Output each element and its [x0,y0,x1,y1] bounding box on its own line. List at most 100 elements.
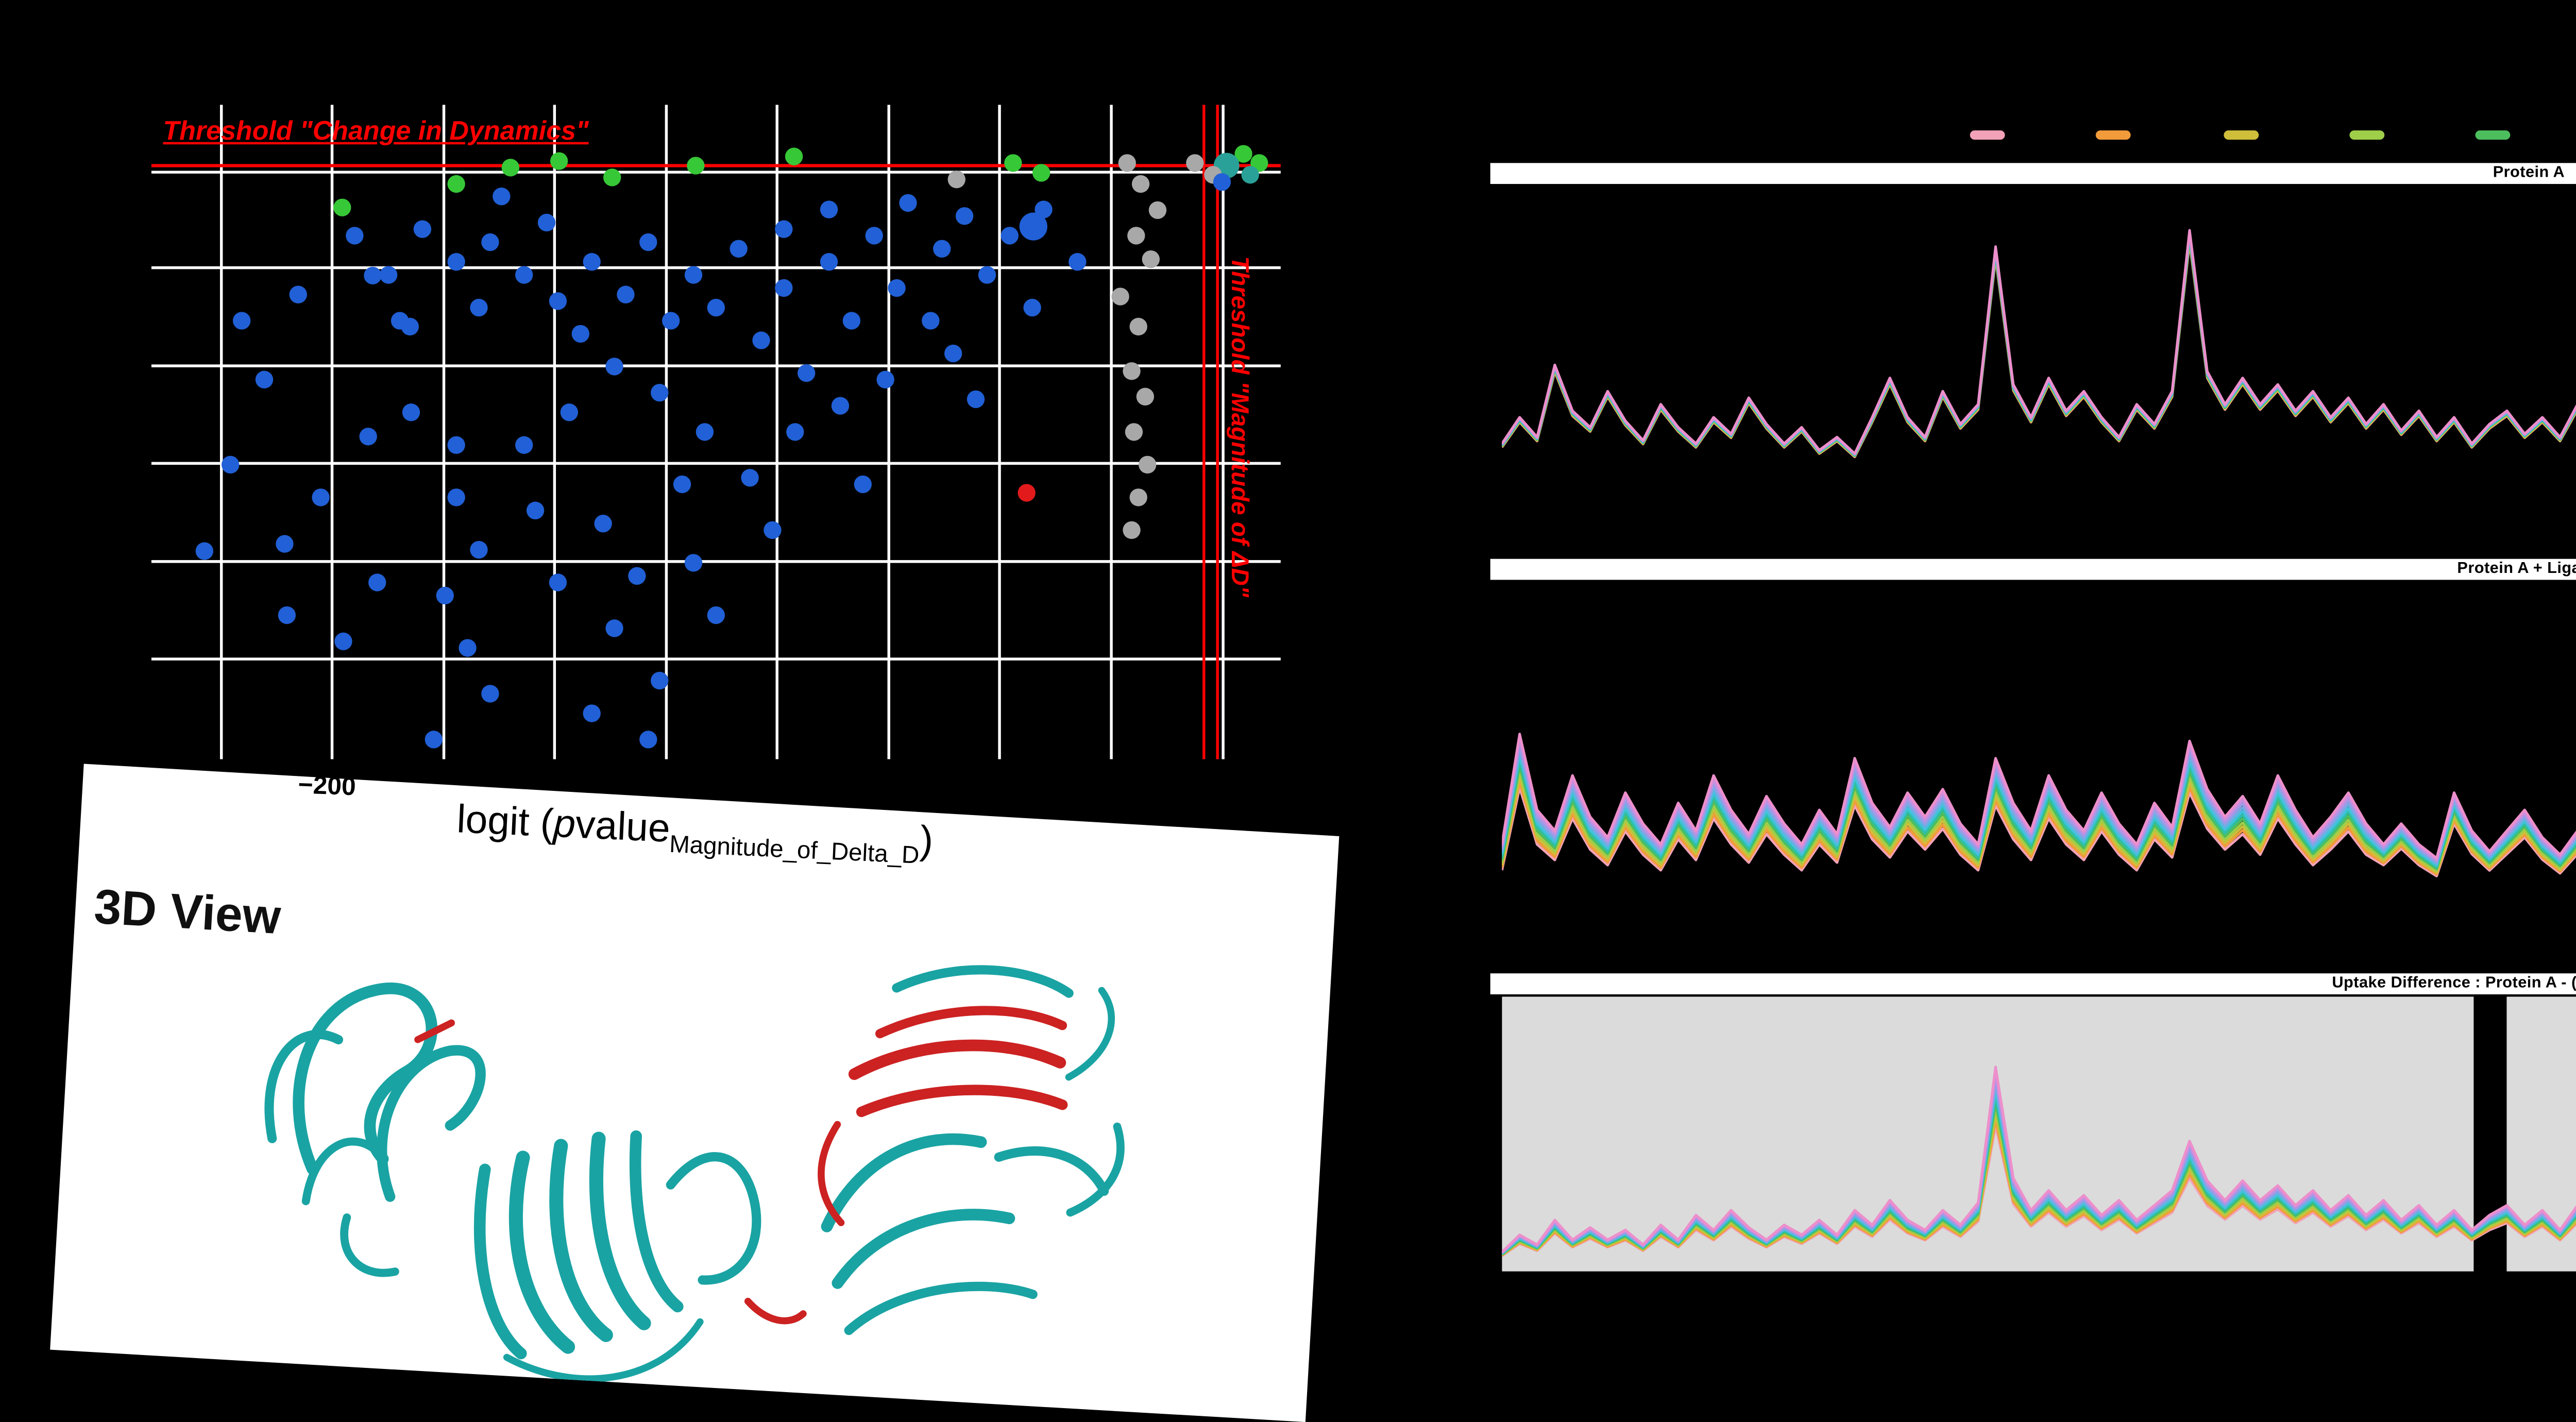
volcano-point[interactable] [549,292,567,310]
volcano-point[interactable] [459,639,477,657]
volcano-point[interactable] [1142,250,1160,268]
volcano-point[interactable] [820,200,838,218]
volcano-point[interactable] [831,397,850,415]
volcano-point[interactable] [1129,317,1147,336]
volcano-point[interactable] [447,175,465,193]
volcano-point[interactable] [730,240,748,258]
volcano-point[interactable] [876,370,894,388]
volcano-point[interactable] [865,227,883,245]
volcano-point[interactable] [1213,173,1231,191]
volcano-point[interactable] [707,606,725,624]
uptake-difference-chart[interactable] [1502,996,2576,1272]
volcano-point[interactable] [571,325,589,343]
volcano-point[interactable] [594,515,612,533]
legend-key-5[interactable] [2476,130,2511,139]
volcano-point[interactable] [278,606,296,624]
volcano-point[interactable] [368,573,386,591]
uptake-chart-protein-a-svg[interactable] [1502,187,2576,543]
uptake-chart-protein-a-ligand[interactable] [1502,582,2576,955]
volcano-point[interactable] [1004,154,1022,172]
volcano-point[interactable] [662,312,680,330]
volcano-plot-svg[interactable] [151,105,1281,759]
volcano-point[interactable] [820,253,838,271]
volcano-point[interactable] [922,312,940,330]
volcano-point[interactable] [515,436,533,454]
volcano-point[interactable] [707,298,725,317]
volcano-point[interactable] [1019,212,1047,241]
volcano-point[interactable] [413,220,432,238]
volcano-point[interactable] [1018,484,1036,502]
volcano-point[interactable] [470,540,488,559]
volcano-point[interactable] [1123,521,1141,539]
legend-key-2[interactable] [2096,130,2131,139]
volcano-point[interactable] [888,279,906,297]
volcano-point[interactable] [1125,423,1143,441]
volcano-point[interactable] [775,220,793,238]
volcano-point[interactable] [195,542,213,560]
volcano-point[interactable] [684,554,703,572]
volcano-point[interactable] [605,619,623,637]
volcano-point[interactable] [515,266,533,284]
volcano-point[interactable] [764,521,782,539]
volcano-point[interactable] [364,266,382,285]
volcano-point[interactable] [333,198,351,216]
volcano-point[interactable] [447,253,465,271]
uptake-chart-protein-a[interactable] [1502,187,2576,543]
legend-key-1[interactable] [1970,130,2005,139]
volcano-point[interactable] [391,312,409,330]
volcano-point[interactable] [944,344,962,363]
volcano-point[interactable] [436,586,454,605]
uptake-difference-chart-svg[interactable] [1502,996,2576,1272]
volcano-point[interactable] [1001,227,1019,245]
volcano-point[interactable] [379,266,398,284]
volcano-point[interactable] [684,266,703,284]
volcano-point[interactable] [402,403,420,421]
uptake-chart-protein-a-ligand-svg[interactable] [1502,582,2576,955]
volcano-point[interactable] [447,488,465,506]
volcano-point[interactable] [628,567,646,585]
volcano-point[interactable] [696,423,714,441]
legend-key-4[interactable] [2349,130,2384,139]
volcano-point[interactable] [1234,145,1252,163]
volcano-point[interactable] [560,403,579,421]
volcano-point[interactable] [1136,387,1154,406]
volcano-point[interactable] [639,233,657,251]
volcano-point[interactable] [752,331,770,349]
volcano-point[interactable] [651,671,669,690]
volcano-point[interactable] [359,428,377,446]
volcano-point[interactable] [687,157,705,175]
volcano-point[interactable] [1241,166,1259,184]
volcano-point[interactable] [334,632,352,651]
volcano-point[interactable] [899,194,917,212]
volcano-point[interactable] [276,535,294,553]
volcano-point[interactable] [1032,164,1050,182]
volcano-point[interactable] [470,298,488,317]
volcano-point[interactable] [1069,253,1087,271]
volcano-point[interactable] [1118,154,1136,172]
volcano-point[interactable] [785,147,803,165]
volcano-point[interactable] [1139,455,1157,474]
volcano-point[interactable] [501,159,520,177]
volcano-point[interactable] [481,685,499,703]
volcano-point[interactable] [842,312,861,330]
volcano-point[interactable] [967,390,985,409]
volcano-point[interactable] [1023,298,1041,317]
volcano-point[interactable] [537,213,556,232]
volcano-point[interactable] [786,423,804,441]
volcano-point[interactable] [933,240,951,258]
volcano-point[interactable] [447,436,465,454]
volcano-point[interactable] [493,188,511,206]
volcano-point[interactable] [1148,201,1167,219]
volcano-point[interactable] [346,227,364,245]
protein-structure-svg[interactable] [119,810,1221,1422]
volcano-point[interactable] [526,501,545,519]
volcano-point[interactable] [549,573,567,591]
volcano-point[interactable] [603,168,621,187]
volcano-point[interactable] [955,207,974,225]
volcano-point[interactable] [222,455,240,474]
volcano-point[interactable] [312,488,330,506]
volcano-point[interactable] [775,279,793,297]
3d-view-panel[interactable]: 3D View [50,764,1340,1422]
volcano-point[interactable] [1129,488,1147,506]
volcano-point[interactable] [255,370,274,388]
